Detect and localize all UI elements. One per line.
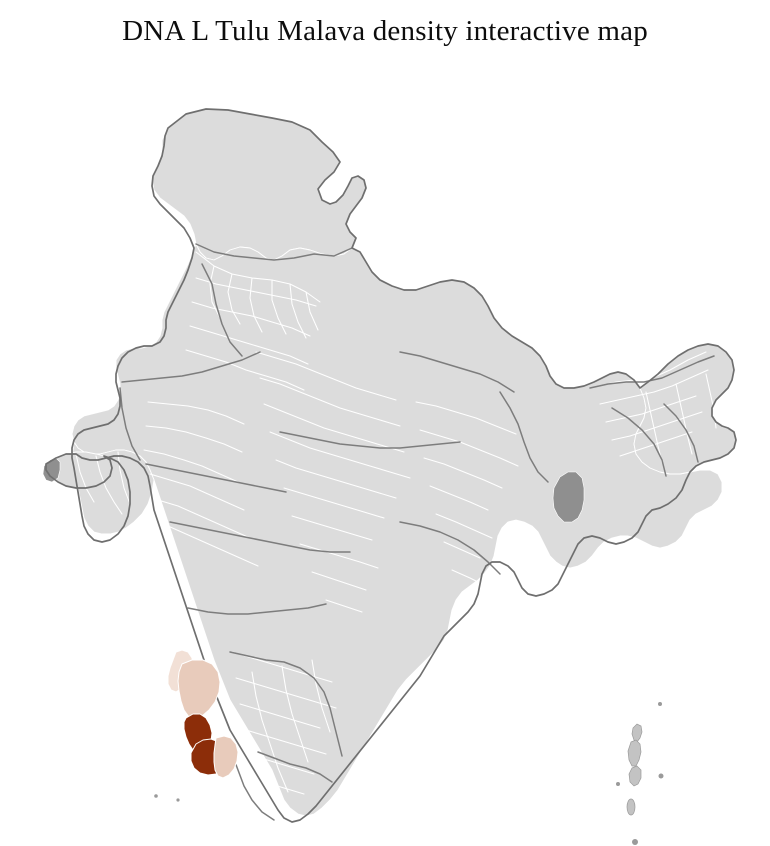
- state-line-kerala: [232, 754, 274, 820]
- state-line-up-bihar: [400, 352, 514, 392]
- country-outline-india: [46, 109, 736, 822]
- map-canvas[interactable]: [0, 52, 770, 846]
- island-south-andaman[interactable]: [629, 766, 641, 786]
- island-little-andaman[interactable]: [627, 799, 635, 815]
- district-lines-east: [416, 402, 518, 586]
- state-line-tamilnadu: [258, 752, 332, 782]
- district-lines-north: [186, 252, 320, 390]
- district-lines-west: [76, 402, 258, 566]
- state-line-punjab-haryana: [202, 264, 242, 356]
- district-lines-central: [256, 352, 410, 612]
- island-lakshadweep-mid[interactable]: [176, 798, 180, 802]
- state-line-odisha: [400, 522, 500, 574]
- island-middle-andaman[interactable]: [628, 740, 641, 766]
- island-north-andaman[interactable]: [632, 724, 642, 742]
- highlighted-districts[interactable]: [168, 650, 238, 778]
- state-line-rajasthan: [120, 352, 260, 460]
- map-base-landmass: [46, 109, 736, 816]
- region-north-kashmir[interactable]: [152, 109, 366, 260]
- state-line-jk-hp: [196, 244, 352, 260]
- map-district-borders: [76, 252, 716, 818]
- state-line-central-mp: [280, 432, 460, 448]
- state-line-maharashtra-south: [188, 604, 326, 614]
- islands-group: [154, 702, 664, 845]
- map-state-borders: [120, 244, 714, 820]
- island-lakshadweep-north[interactable]: [154, 794, 158, 798]
- state-line-ne-inner: [612, 404, 698, 476]
- state-line-karnataka-east: [230, 652, 342, 756]
- state-line-gujarat-mp: [146, 464, 286, 492]
- region-kasaragod[interactable]: [214, 736, 238, 778]
- district-lines-south: [232, 652, 336, 818]
- dark-patch-sundarbans: [553, 472, 584, 522]
- state-line-assam: [590, 356, 714, 388]
- region-uttara-kannada[interactable]: [178, 660, 220, 719]
- island-dot-narcondam: [616, 782, 620, 786]
- state-line-maharashtra-north: [170, 522, 350, 552]
- island-car-nicobar[interactable]: [632, 839, 638, 845]
- map-country-outline: [46, 109, 736, 822]
- region-mainland[interactable]: [72, 244, 722, 816]
- page-title: DNA L Tulu Malava density interactive ma…: [122, 15, 648, 47]
- island-dot-east: [658, 773, 664, 779]
- state-line-bengal: [500, 392, 548, 482]
- island-dot-north: [658, 702, 662, 706]
- india-choropleth-map[interactable]: [0, 52, 770, 846]
